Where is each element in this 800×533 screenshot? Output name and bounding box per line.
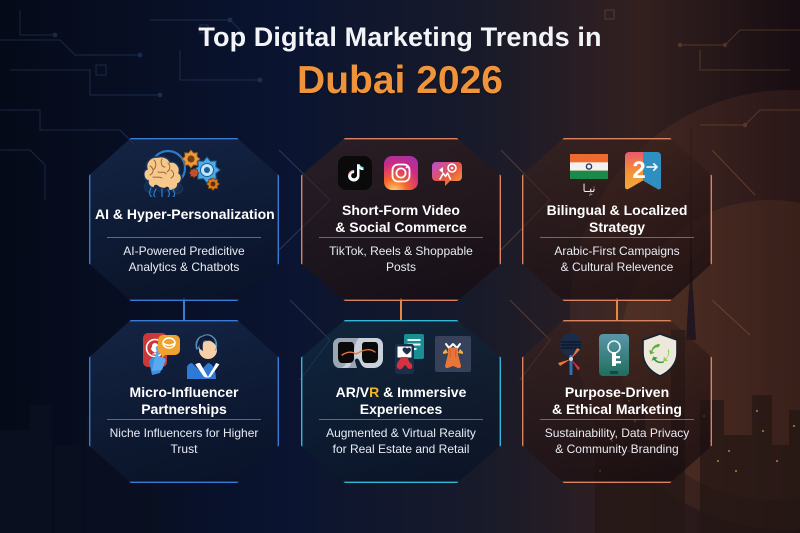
svg-text:2: 2	[632, 157, 645, 184]
svg-text:نبِـا: نبِـا	[583, 183, 596, 196]
